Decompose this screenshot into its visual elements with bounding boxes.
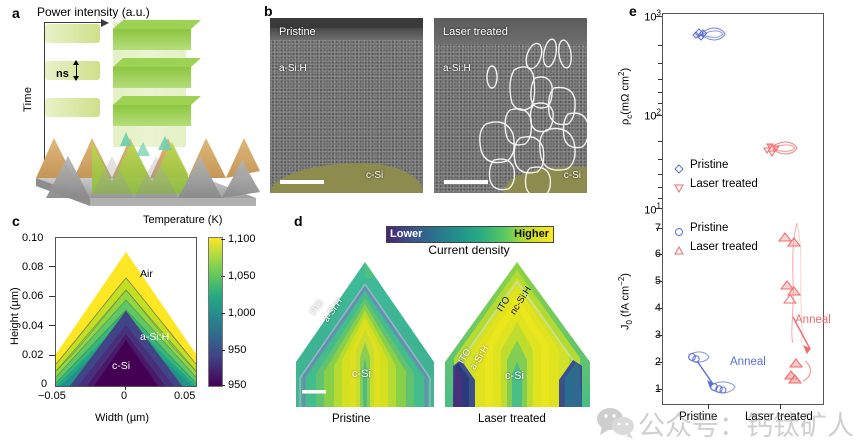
tem-layer-csi-laser: c-Si	[563, 170, 581, 181]
j0-data-points	[688, 222, 811, 394]
rho-c-axis-title: ρc(mΩ cm2)	[617, 67, 634, 125]
laser-slab-1	[113, 20, 201, 50]
power-axis	[44, 18, 109, 27]
structure-name-laser-treated: Laser treated	[478, 413, 546, 425]
colorbar-low-label: Lower	[390, 228, 423, 240]
y-axis-title: Height (µm)	[9, 287, 21, 345]
x-axis-title: Width (µm)	[95, 412, 150, 424]
scale-bar-pristine	[280, 180, 324, 184]
y-tick-label-0.10: 0.10	[22, 232, 44, 244]
laser-pulse-3	[45, 98, 100, 117]
legend-marker-pristine-top	[674, 164, 684, 174]
annotation-anneal-pristine: Anneal	[730, 356, 766, 368]
laser-slab-2	[113, 58, 201, 88]
annotation-anneal-laser: Anneal	[795, 314, 831, 326]
pulse-width-label: ns	[56, 68, 69, 80]
panel-a-laser-schematic: a Power intensity (a.u.) ns Time	[0, 0, 262, 210]
current-density-caption: Current density	[428, 243, 510, 257]
current-density-colorbar: Lower Higher	[386, 226, 554, 243]
x-tick-label-pos: 0.05	[174, 390, 196, 402]
colorbar-high-label: Higher	[514, 228, 549, 240]
rho-c-plot	[662, 13, 824, 211]
rho-ytick-1e1: 101	[644, 201, 661, 217]
y-tick-label-0.08: 0.08	[22, 261, 44, 273]
tem-layer-asih-pristine: a-Si:H	[279, 63, 307, 74]
panel-d-current-density-map: d Lower Higher Current density	[290, 210, 595, 442]
scale-bar-laser-treated	[444, 180, 488, 184]
rho-ytick-1e2: 102	[644, 107, 661, 123]
tem-title-laser-treated: Laser treated	[443, 26, 508, 38]
time-axis-label: Time	[22, 86, 34, 112]
panel-a-label: a	[12, 5, 20, 21]
panel-e-electrical-measurements: e 103 102 101 ρc(mΩ cm2)	[595, 0, 858, 442]
y-tick-label-0.04: 0.04	[22, 320, 44, 332]
panel-c-temperature-map: c Temperature (K) Height (µm) Width (µm)…	[0, 210, 290, 442]
temperature-contour-plot: Air a-Si:H c-Si	[55, 237, 197, 387]
panel-e-label: e	[629, 3, 637, 19]
legend-label-pristine-bottom: Pristine	[690, 222, 729, 234]
panel-d-label: d	[294, 213, 303, 229]
region-label-air: Air	[140, 268, 153, 280]
legend-marker-laser-top	[674, 184, 684, 193]
panel-a-title: Power intensity (a.u.)	[37, 5, 150, 19]
legend-marker-pristine-bottom	[675, 228, 683, 236]
x-tick-label-zero: 0	[121, 390, 128, 402]
grain-outlines	[479, 38, 587, 193]
y-tick-label-0.02: 0.02	[22, 349, 44, 361]
textured-substrate-illustration	[36, 132, 260, 206]
j0-xtick-pristine: Pristine	[679, 411, 718, 423]
tem-image-laser-treated: Laser treated a-Si:H c-Si	[434, 18, 587, 193]
panel-b-tem-images: b Pristine a-Si:H c-Si	[262, 0, 595, 210]
laser-pulse-2	[45, 61, 100, 80]
structure-name-pristine: Pristine	[332, 413, 371, 425]
legend-label-laser-top: Laser treated	[690, 178, 758, 190]
colorbar-tick-1000: 1,000	[228, 307, 256, 319]
temperature-colorbar	[208, 237, 223, 387]
colorbar-tick-1100: 1,100	[228, 233, 256, 245]
colorbar-tick-950a: 950	[228, 344, 247, 356]
tem-layer-asih-laser: a-Si:H	[443, 63, 471, 74]
pulse-width-arrow-icon	[73, 60, 79, 81]
y-tick-label-0: 0	[41, 378, 48, 390]
tem-image-pristine: Pristine a-Si:H c-Si	[270, 18, 423, 193]
laser-pulse-1	[45, 24, 100, 43]
colorbar-title: Temperature (K)	[143, 214, 223, 226]
structure-pristine	[296, 262, 434, 407]
region-label-asih: a-Si:H	[140, 331, 170, 343]
panel-c-label: c	[12, 213, 20, 229]
y-tick-label-0.06: 0.06	[22, 290, 44, 302]
x-tick-label-neg: −0.05	[38, 390, 66, 402]
j0-axis-title: J0 (fA cm−2)	[617, 273, 634, 330]
colorbar-tick-950b: 950	[228, 379, 247, 391]
panel-b-label: b	[264, 3, 273, 19]
legend-marker-laser-bottom	[674, 246, 684, 255]
rho-ytick-1e3: 103	[644, 8, 661, 24]
laser-slab-3	[113, 96, 201, 126]
rho-c-data-points	[692, 27, 798, 157]
region-label-csi: c-Si	[112, 360, 131, 372]
tem-title-pristine: Pristine	[279, 26, 316, 38]
legend-label-pristine-top: Pristine	[690, 159, 729, 171]
layer-label-csi-pristine: c-Si	[352, 368, 371, 380]
tem-layer-csi-pristine: c-Si	[366, 170, 384, 181]
j0-xtick-laser: Laser treated	[745, 411, 813, 423]
colorbar-tick-1050: 1,050	[228, 270, 256, 282]
structure-laser-treated	[445, 262, 590, 407]
layer-label-csi-laser: c-Si	[505, 370, 524, 382]
legend-label-laser-bottom: Laser treated	[690, 241, 758, 253]
